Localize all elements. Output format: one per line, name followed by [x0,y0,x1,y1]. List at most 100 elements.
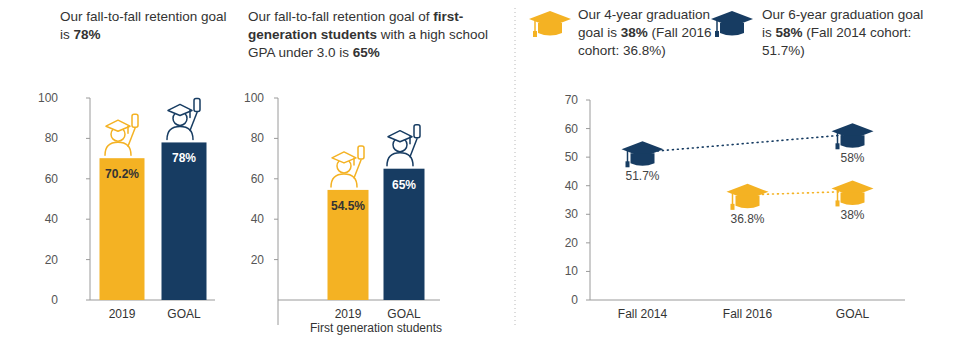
y-tick [86,219,90,220]
point-marker [832,180,874,206]
y-tick-label: 10 [565,264,579,278]
icon-cap [106,120,130,131]
point-marker [832,123,874,149]
hat-tassel-end [836,200,840,206]
graduate-icon [387,125,420,166]
legend-icon [529,11,571,37]
data-label: 54.5% [331,199,365,213]
data-label: 58% [840,151,864,165]
y-axis-line [90,98,91,300]
y-tick [274,138,278,139]
title-part: 78% [74,27,101,42]
graduate-icon [167,98,200,139]
bar [100,158,145,300]
title-part: Our fall-to-fall retention goal of [248,9,433,24]
icon-shoulders [331,174,357,187]
icon-shoulders [105,142,131,155]
y-tick [586,300,590,301]
y-tick-label: 20 [45,253,59,267]
icon-tassel [127,126,129,133]
x-tick-label: GOAL [387,307,421,321]
y-tick-label: 60 [565,122,579,136]
bar-annotations: 70.2% 78% [105,98,200,181]
y-tick-label: 80 [45,131,59,145]
y-tick [86,98,90,99]
y-tick-label: 100 [244,91,264,105]
y-tick [274,259,278,260]
legend-entry: Our 4-year graduation goal is 38% (Fall … [578,6,718,60]
x-tick-label: Fall 2014 [618,307,668,321]
icon-arm [354,160,361,178]
data-label: 78% [172,151,196,165]
y-tick-label: 30 [565,207,579,221]
data-label: 70.2% [105,167,139,181]
icon-shoulders [167,126,193,139]
y-tick [586,185,590,186]
hat-tassel-end [626,161,630,167]
y-tick-label: 20 [251,253,265,267]
y-tick-label: 60 [251,172,265,186]
hat-tassel [627,149,629,162]
panel-divider [278,300,279,325]
hat-tassel-end [836,143,840,149]
hat-body [841,135,865,148]
hat-body [631,153,655,166]
hat-tassel [732,192,734,205]
hat-tassel-end [715,31,719,37]
point-marker [622,141,664,167]
data-label: 36.8% [730,212,764,226]
hat-body [538,23,562,36]
point-marker [727,184,769,210]
y-tick-label: 0 [51,293,58,307]
y-tick [86,259,90,260]
y-tick-label: 40 [565,179,579,193]
x-tick-label: 2019 [109,307,136,321]
y-tick-label: 70 [565,93,579,107]
x-axis-line [590,300,905,301]
y-tick-label: 80 [251,131,265,145]
legend-text-bold: 58% [776,25,803,40]
x-tick-label: GOAL [167,307,201,321]
x-tick-label: 2019 [335,307,362,321]
x-tick-label: GOAL [836,307,870,321]
icon-diploma [132,114,138,127]
bar [328,190,369,300]
series-marks [622,123,874,210]
hat-tassel [534,19,536,32]
y-tick-label: 40 [45,212,59,226]
y-axis-line [590,100,591,300]
icon-cap [332,152,356,163]
bar-annotations: 54.5% 65% [331,125,420,213]
icon-tassel [353,158,355,165]
series-line [643,134,853,152]
page: {"chart_data": [ {"type": "bar", "title"… [0,0,960,350]
legend-entry: Our 6-year graduation goal is 58% (Fall … [762,6,932,60]
icon-arm [190,112,197,130]
y-tick [274,98,278,99]
icon-arm [128,128,135,146]
data-label: 65% [392,178,416,192]
icon-diploma [194,98,200,111]
icon-diploma [414,125,420,138]
y-tick-label: 0 [571,293,578,307]
chart-canvas: 02040608010070.2%78%2019GOAL204060801005… [0,0,960,350]
series-annotations: 36.8% 38% 51.7% 58% [625,151,864,226]
graduate-icon [331,146,364,187]
bars [100,142,207,300]
data-label: 51.7% [625,169,659,183]
y-tick [586,214,590,215]
panel-separator [515,8,516,328]
y-tick [86,138,90,139]
hat-tassel-end [731,204,735,210]
y-axis-line [278,98,279,300]
x-tick-label: Fall 2016 [723,307,773,321]
graduate-icon [105,114,138,155]
y-tick [274,219,278,220]
hat-body [720,23,744,36]
icon-tassel [409,137,411,144]
y-tick [586,157,590,158]
hat-tassel [837,188,839,201]
bars [328,169,425,300]
icon-cap [168,104,192,115]
data-label: 38% [840,208,864,222]
